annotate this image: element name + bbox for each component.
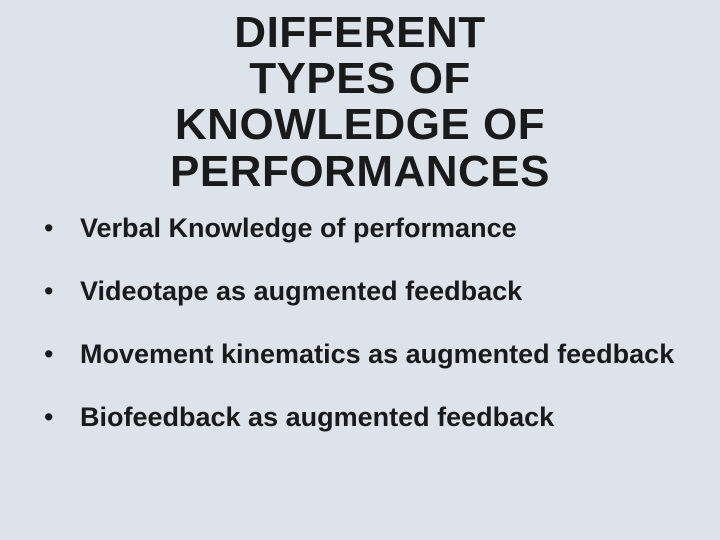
list-item: Videotape as augmented feedback [30, 276, 690, 307]
bullet-list: Verbal Knowledge of performance Videotap… [30, 213, 690, 433]
bullet-text: Videotape as augmented feedback [80, 276, 522, 306]
title-line-2: TYPES OF [249, 54, 471, 103]
list-item: Verbal Knowledge of performance [30, 213, 690, 244]
bullet-text: Movement kinematics as augmented feedbac… [80, 339, 674, 369]
list-item: Movement kinematics as augmented feedbac… [30, 339, 690, 370]
slide-title: DIFFERENT TYPES OF KNOWLEDGE OF PERFORMA… [36, 0, 684, 195]
bullet-text: Biofeedback as augmented feedback [80, 402, 554, 432]
list-item: Biofeedback as augmented feedback [30, 402, 690, 433]
slide: DIFFERENT TYPES OF KNOWLEDGE OF PERFORMA… [0, 0, 720, 540]
title-line-4: PERFORMANCES [170, 147, 550, 196]
title-line-3: KNOWLEDGE OF [175, 100, 545, 149]
title-line-1: DIFFERENT [234, 8, 485, 57]
bullet-text: Verbal Knowledge of performance [80, 213, 517, 243]
